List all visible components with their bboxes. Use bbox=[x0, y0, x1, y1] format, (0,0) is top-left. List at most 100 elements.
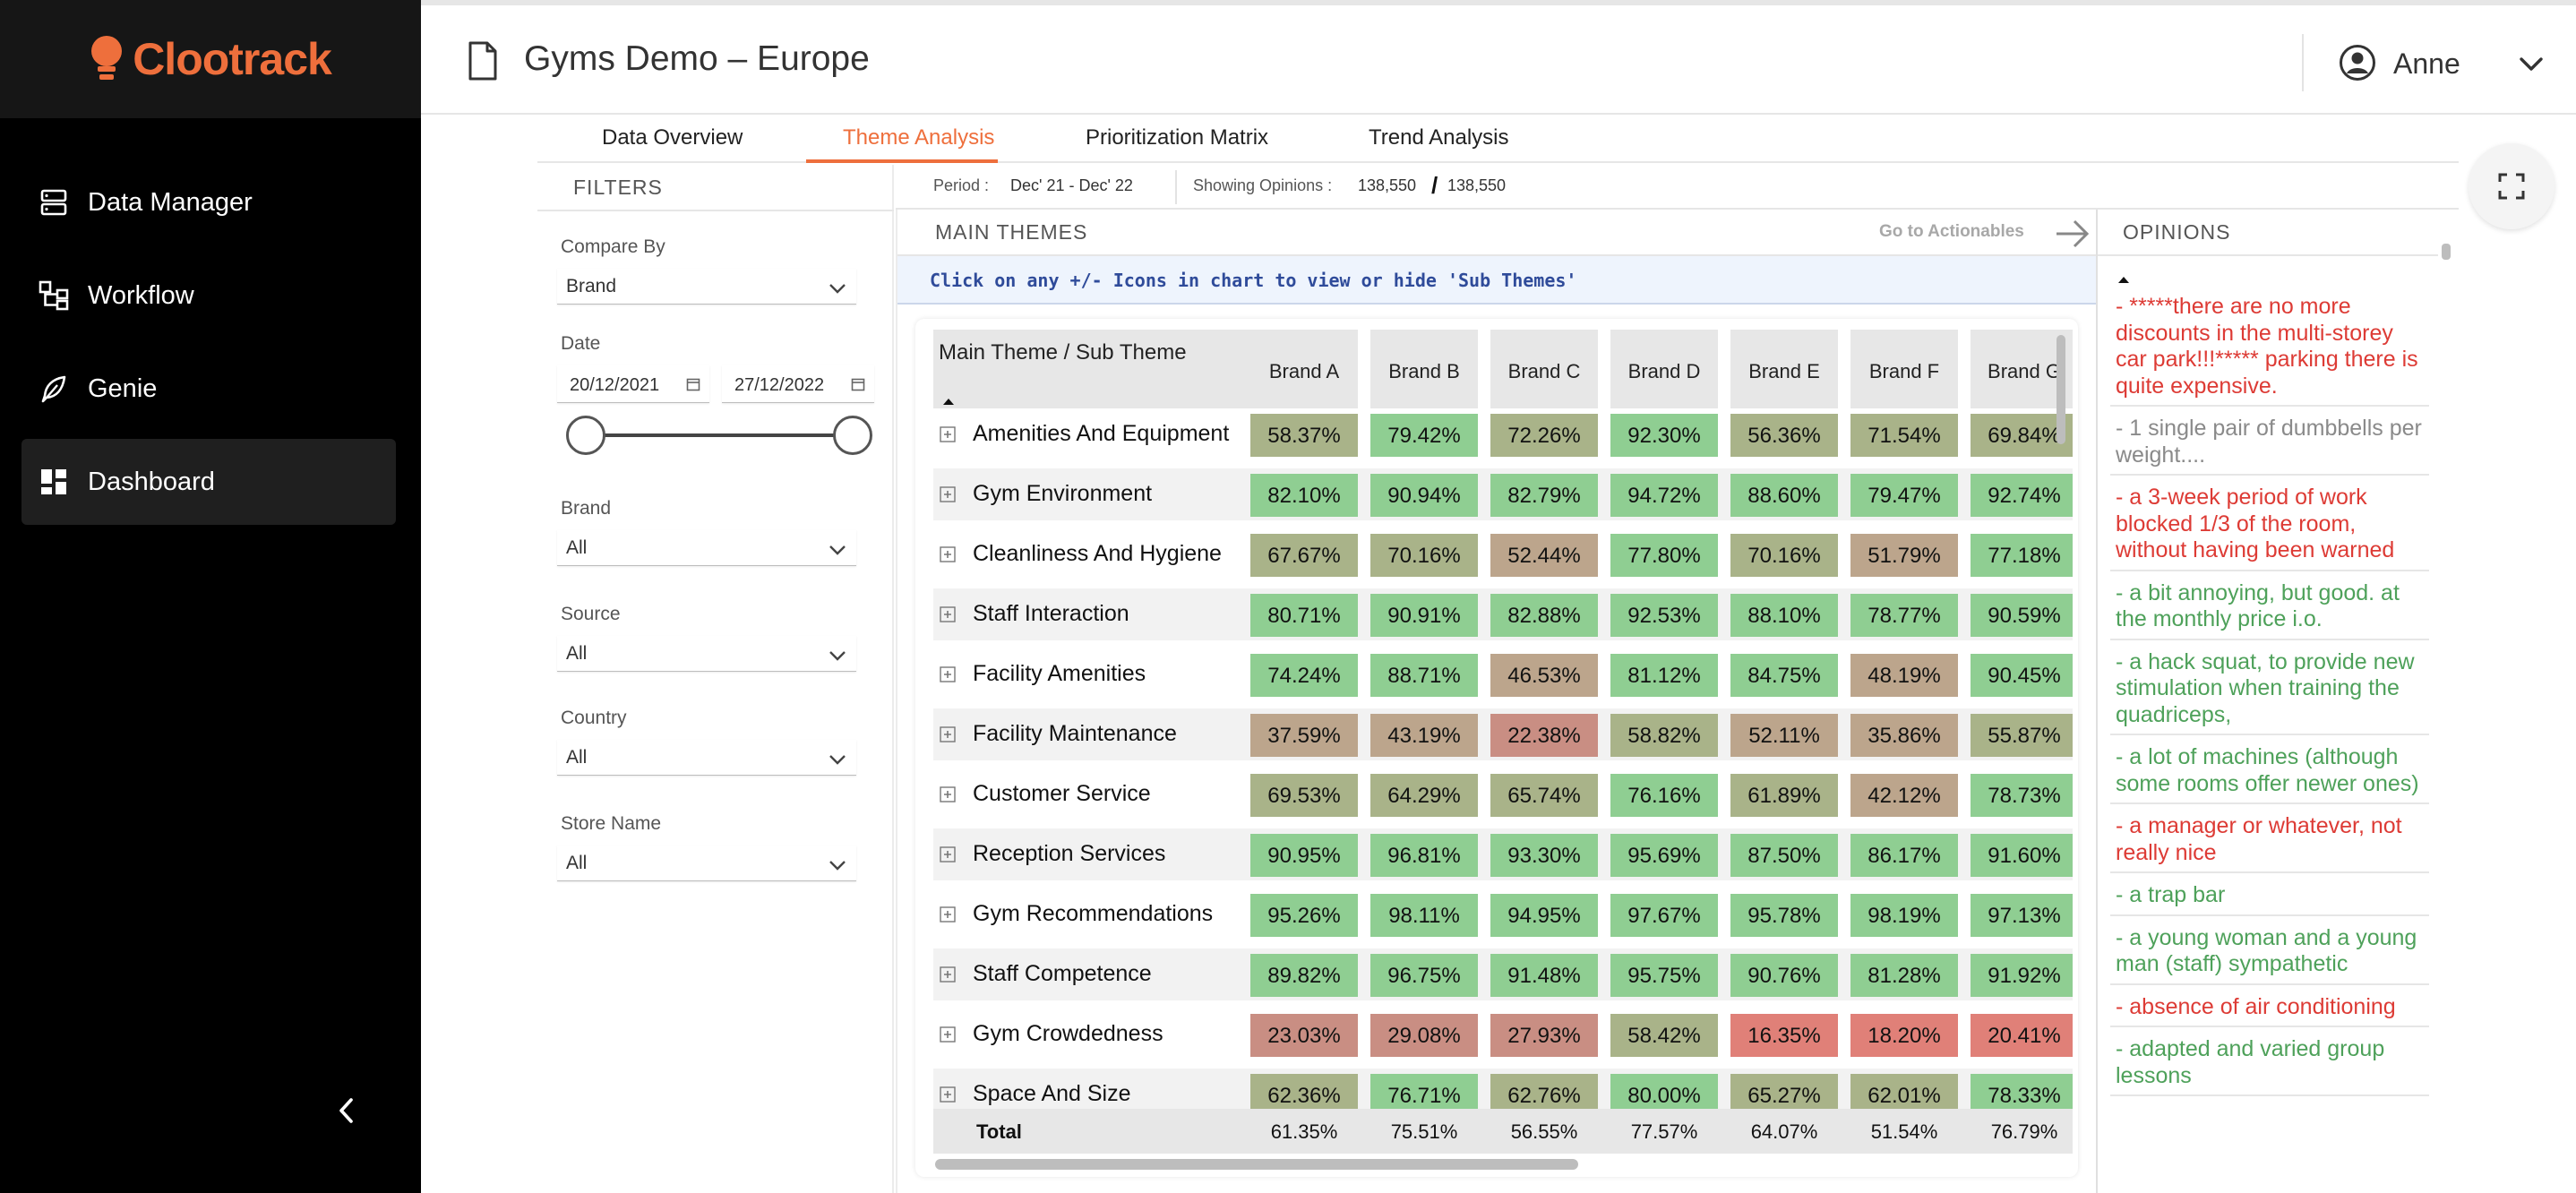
heatmap-cell[interactable]: 35.86% bbox=[1850, 714, 1958, 757]
user-avatar-icon[interactable] bbox=[2339, 44, 2376, 82]
heatmap-cell[interactable]: 92.30% bbox=[1610, 414, 1718, 457]
country-select[interactable]: All bbox=[557, 740, 856, 776]
heatmap-cell[interactable]: 97.13% bbox=[1971, 894, 2073, 937]
heatmap-cell[interactable]: 96.81% bbox=[1370, 834, 1478, 877]
heatmap-cell[interactable]: 42.12% bbox=[1850, 774, 1958, 817]
tab-data-overview[interactable]: Data Overview bbox=[602, 125, 743, 150]
user-menu-chevron-down-icon[interactable] bbox=[2518, 52, 2545, 75]
theme-name[interactable]: Space And Size bbox=[973, 1081, 1131, 1106]
horizontal-scrollbar[interactable] bbox=[935, 1159, 1578, 1170]
scroll-up-arrow-icon[interactable] bbox=[2117, 272, 2130, 283]
heatmap-cell[interactable]: 74.24% bbox=[1250, 654, 1358, 697]
heatmap-cell[interactable]: 78.73% bbox=[1971, 774, 2073, 817]
heatmap-cell[interactable]: 92.53% bbox=[1610, 594, 1718, 637]
column-header-brand[interactable]: Brand A bbox=[1250, 330, 1358, 408]
heatmap-cell[interactable]: 82.79% bbox=[1490, 474, 1598, 517]
expand-plus-icon[interactable] bbox=[939, 845, 957, 863]
heatmap-cell[interactable]: 20.41% bbox=[1971, 1014, 2073, 1057]
date-range-start-handle[interactable] bbox=[566, 416, 605, 455]
column-header-brand[interactable]: Brand B bbox=[1370, 330, 1478, 408]
go-to-actionables-link[interactable]: Go to Actionables bbox=[1879, 222, 2024, 241]
theme-name[interactable]: Facility Amenities bbox=[973, 661, 1146, 686]
brand-select[interactable]: All bbox=[557, 530, 856, 566]
column-header-brand[interactable]: Brand F bbox=[1850, 330, 1958, 408]
heatmap-cell[interactable]: 23.03% bbox=[1250, 1014, 1358, 1057]
heatmap-cell[interactable]: 86.17% bbox=[1850, 834, 1958, 877]
sidebar-item-data-manager[interactable]: Data Manager bbox=[21, 159, 396, 245]
heatmap-cell[interactable]: 98.11% bbox=[1370, 894, 1478, 937]
theme-name[interactable]: Gym Environment bbox=[973, 481, 1153, 506]
opinion-item[interactable]: - a 3-week period of work blocked 1/3 of… bbox=[2110, 483, 2429, 571]
heatmap-cell[interactable]: 52.11% bbox=[1730, 714, 1838, 757]
heatmap-cell[interactable]: 95.69% bbox=[1610, 834, 1718, 877]
heatmap-cell[interactable]: 90.76% bbox=[1730, 954, 1838, 997]
heatmap-cell[interactable]: 65.74% bbox=[1490, 774, 1598, 817]
heatmap-cell[interactable]: 58.37% bbox=[1250, 414, 1358, 457]
heatmap-cell[interactable]: 94.72% bbox=[1610, 474, 1718, 517]
heatmap-cell[interactable]: 58.82% bbox=[1610, 714, 1718, 757]
tab-trend-analysis[interactable]: Trend Analysis bbox=[1369, 125, 1509, 150]
expand-plus-icon[interactable] bbox=[939, 1026, 957, 1043]
heatmap-cell[interactable]: 90.95% bbox=[1250, 834, 1358, 877]
heatmap-cell[interactable]: 78.77% bbox=[1850, 594, 1958, 637]
heatmap-cell[interactable]: 70.16% bbox=[1730, 534, 1838, 577]
heatmap-cell[interactable]: 58.42% bbox=[1610, 1014, 1718, 1057]
heatmap-cell[interactable]: 98.19% bbox=[1850, 894, 1958, 937]
opinion-item[interactable]: - a lot of machines (although some rooms… bbox=[2110, 742, 2429, 804]
theme-name[interactable]: Staff Competence bbox=[973, 961, 1152, 986]
heatmap-cell[interactable]: 29.08% bbox=[1370, 1014, 1478, 1057]
user-name[interactable]: Anne bbox=[2393, 47, 2460, 80]
heatmap-cell[interactable]: 71.54% bbox=[1850, 414, 1958, 457]
expand-plus-icon[interactable] bbox=[939, 785, 957, 803]
tab-theme-analysis[interactable]: Theme Analysis bbox=[843, 125, 995, 150]
expand-plus-icon[interactable] bbox=[939, 665, 957, 683]
tab-prioritization-matrix[interactable]: Prioritization Matrix bbox=[1086, 125, 1269, 150]
date-range-end-handle[interactable] bbox=[833, 416, 872, 455]
expand-plus-icon[interactable] bbox=[939, 485, 957, 503]
heatmap-cell[interactable]: 81.28% bbox=[1850, 954, 1958, 997]
heatmap-cell[interactable]: 64.29% bbox=[1370, 774, 1478, 817]
heatmap-cell[interactable]: 77.80% bbox=[1610, 534, 1718, 577]
heatmap-cell[interactable]: 96.75% bbox=[1370, 954, 1478, 997]
heatmap-cell[interactable]: 90.91% bbox=[1370, 594, 1478, 637]
column-header-brand[interactable]: Brand E bbox=[1730, 330, 1838, 408]
heatmap-cell[interactable]: 61.89% bbox=[1730, 774, 1838, 817]
date-range-slider-track[interactable] bbox=[584, 433, 853, 437]
heatmap-cell[interactable]: 88.60% bbox=[1730, 474, 1838, 517]
heatmap-cell[interactable]: 27.93% bbox=[1490, 1014, 1598, 1057]
logo[interactable]: Clootrack bbox=[0, 0, 421, 118]
opinion-item[interactable]: - a manager or whatever, not really nice bbox=[2110, 811, 2429, 873]
heatmap-cell[interactable]: 55.87% bbox=[1971, 714, 2073, 757]
heatmap-cell[interactable]: 81.12% bbox=[1610, 654, 1718, 697]
heatmap-cell[interactable]: 69.53% bbox=[1250, 774, 1358, 817]
opinion-item[interactable]: - absence of air conditioning bbox=[2110, 992, 2429, 1027]
heatmap-cell[interactable]: 77.18% bbox=[1971, 534, 2073, 577]
heatmap-cell[interactable]: 82.10% bbox=[1250, 474, 1358, 517]
expand-plus-icon[interactable] bbox=[939, 1086, 957, 1103]
column-header-brand[interactable]: Brand G bbox=[1971, 330, 2073, 408]
expand-plus-icon[interactable] bbox=[939, 605, 957, 623]
heatmap-cell[interactable]: 52.44% bbox=[1490, 534, 1598, 577]
opinion-item[interactable]: - a young woman and a young man (staff) … bbox=[2110, 923, 2429, 985]
sidebar-item-genie[interactable]: Genie bbox=[21, 346, 396, 432]
theme-name[interactable]: Customer Service bbox=[973, 781, 1151, 806]
heatmap-cell[interactable]: 93.30% bbox=[1490, 834, 1598, 877]
theme-name[interactable]: Facility Maintenance bbox=[973, 721, 1177, 746]
heatmap-cell[interactable]: 95.26% bbox=[1250, 894, 1358, 937]
collapse-sidebar-chevron-left-icon[interactable] bbox=[333, 1094, 360, 1127]
heatmap-cell[interactable]: 80.71% bbox=[1250, 594, 1358, 637]
source-select[interactable]: All bbox=[557, 636, 856, 672]
theme-name[interactable]: Reception Services bbox=[973, 841, 1166, 866]
heatmap-cell[interactable]: 84.75% bbox=[1730, 654, 1838, 697]
expand-plus-icon[interactable] bbox=[939, 725, 957, 743]
heatmap-cell[interactable]: 91.60% bbox=[1971, 834, 2073, 877]
expand-plus-icon[interactable] bbox=[939, 545, 957, 563]
heatmap-cell[interactable]: 69.84% bbox=[1971, 414, 2073, 457]
opinion-item[interactable]: - a trap bar bbox=[2110, 880, 2429, 916]
heatmap-cell[interactable]: 95.75% bbox=[1610, 954, 1718, 997]
heatmap-cell[interactable]: 48.19% bbox=[1850, 654, 1958, 697]
date-from-input[interactable]: 20/12/2021 bbox=[557, 365, 709, 403]
heatmap-cell[interactable]: 90.45% bbox=[1971, 654, 2073, 697]
heatmap-cell[interactable]: 18.20% bbox=[1850, 1014, 1958, 1057]
heatmap-cell[interactable]: 82.88% bbox=[1490, 594, 1598, 637]
